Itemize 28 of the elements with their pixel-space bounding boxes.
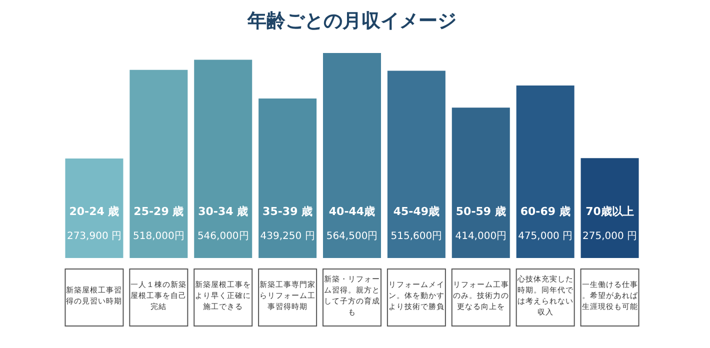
bar [130,70,188,258]
data-label: 546,000円 [197,231,249,242]
bar [194,60,252,258]
bar [258,98,317,258]
x-tick-label: 35-39 歳 [262,205,313,218]
x-tick-label: 25-29 歳 [134,205,184,218]
bar [323,53,381,258]
x-tick-label: 45-49歳 [393,205,440,218]
bar [516,86,574,258]
data-label: 414,000円 [455,231,507,242]
x-tick-label: 30-34 歳 [198,205,248,218]
chart-title: 年齢ごとの月収イメージ [246,10,456,32]
data-label: 518,000円 [132,231,184,242]
bar [65,158,124,258]
x-tick-label: 60-69 歳 [520,205,570,218]
data-label: 439,250 円 [260,231,315,242]
x-tick-label: 50-59 歳 [456,205,506,218]
x-tick-label: 40-44歳 [328,205,376,218]
bar [452,108,510,258]
bar [580,158,639,258]
data-label: 475,000 円 [518,231,573,242]
data-label: 564,500円 [326,231,378,242]
data-label: 275,000 円 [582,231,638,242]
data-label: 273,900 円 [66,231,122,242]
x-tick-label: 70歳以上 [586,205,634,218]
x-tick-label: 20-24 歳 [69,205,120,218]
data-label: 515,600円 [390,231,442,242]
bar [387,70,446,258]
